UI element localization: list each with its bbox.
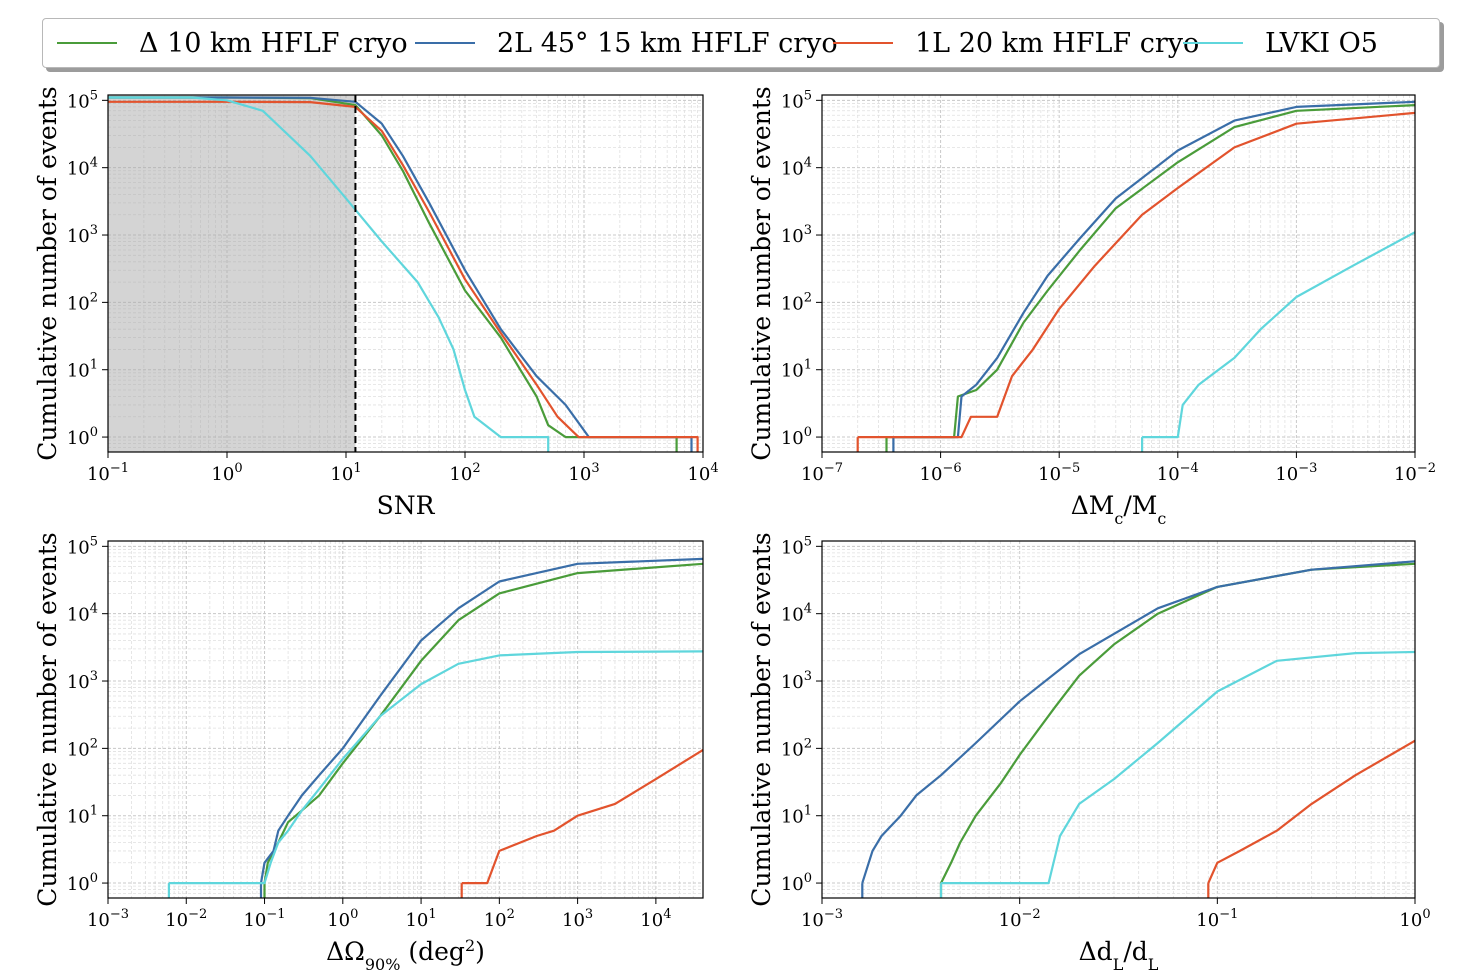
x-tick-label: 101 bbox=[330, 461, 361, 485]
snr-threshold-shading bbox=[108, 95, 356, 452]
x-tick-label: 104 bbox=[687, 461, 718, 485]
x-tick-label: 10−3 bbox=[87, 907, 129, 931]
y-tick-label: 100 bbox=[781, 871, 812, 895]
x-tick-label: 10−6 bbox=[920, 461, 962, 485]
x-tick-label: 103 bbox=[568, 461, 599, 485]
grid bbox=[107, 541, 704, 899]
x-tick-label: 10−1 bbox=[1196, 907, 1238, 931]
y-tick-label: 103 bbox=[781, 669, 812, 693]
y-tick-label: 104 bbox=[67, 602, 98, 626]
series-line-0 bbox=[885, 104, 1415, 452]
y-axis-label: Cumulative number of events bbox=[747, 86, 776, 460]
legend-label: 1L 20 km HFLF cryo bbox=[915, 27, 1200, 59]
legend-entry-3: LVKI O5 bbox=[1183, 19, 1378, 67]
grid bbox=[821, 95, 1416, 453]
y-tick-label: 105 bbox=[67, 88, 98, 112]
chart-panel-bottom-right: 10−3 10−2 10−1 100 100 101 102 103 104 105Cumulat… bbox=[747, 532, 1431, 973]
chart-panel-top-right: 10−7 10−6 10−5 10−4 10−3 10−2 100 101 102 103 104 1… bbox=[747, 86, 1436, 527]
legend-label: LVKI O5 bbox=[1265, 27, 1378, 59]
y-tick-label: 105 bbox=[781, 534, 812, 558]
legend-swatch bbox=[833, 42, 893, 44]
series-line-1 bbox=[861, 560, 1415, 898]
y-tick-label: 104 bbox=[781, 156, 812, 180]
y-tick-label: 105 bbox=[67, 534, 98, 558]
series-line-1 bbox=[892, 100, 1415, 452]
x-tick-label: 10−3 bbox=[801, 907, 843, 931]
series-group bbox=[861, 560, 1415, 898]
series-line-2 bbox=[108, 100, 699, 452]
x-tick-label: 101 bbox=[405, 907, 436, 931]
x-tick-label: 10−4 bbox=[1157, 461, 1199, 485]
legend-label: Δ 10 km HFLF cryo bbox=[139, 27, 408, 59]
y-tick-label: 102 bbox=[67, 290, 98, 314]
series-line-3 bbox=[1141, 231, 1415, 452]
x-tick-label: 100 bbox=[327, 907, 358, 931]
y-tick-label: 101 bbox=[781, 358, 812, 382]
y-tick-label: 104 bbox=[67, 156, 98, 180]
y-tick-label: 100 bbox=[67, 425, 98, 449]
y-tick-label: 104 bbox=[781, 602, 812, 626]
y-axis-label: Cumulative number of events bbox=[33, 532, 62, 906]
y-tick-label: 100 bbox=[781, 425, 812, 449]
x-axis-label: ΔdL/dL bbox=[1079, 937, 1159, 974]
x-axis-label: SNR bbox=[377, 491, 436, 520]
legend-entry-2: 1L 20 km HFLF cryo bbox=[833, 19, 1199, 67]
y-tick-label: 102 bbox=[67, 736, 98, 760]
x-axis-label: ΔMc/Mc bbox=[1071, 491, 1167, 528]
x-tick-label: 10−2 bbox=[999, 907, 1041, 931]
x-tick-label: 10−1 bbox=[87, 461, 129, 485]
y-tick-label: 101 bbox=[781, 804, 812, 828]
series-group bbox=[167, 557, 703, 898]
series-line-3 bbox=[939, 650, 1415, 898]
y-tick-label: 103 bbox=[67, 223, 98, 247]
y-tick-label: 101 bbox=[67, 804, 98, 828]
legend-entry-1: 2L 45° 15 km HFLF cryo bbox=[415, 19, 838, 67]
series-line-2 bbox=[1207, 739, 1415, 898]
plot-frame bbox=[107, 94, 704, 453]
x-tick-label: 10−2 bbox=[165, 907, 207, 931]
series-line-3 bbox=[167, 650, 703, 898]
grid bbox=[821, 541, 1416, 899]
x-tick-label: 10−5 bbox=[1038, 461, 1080, 485]
series-line-2 bbox=[856, 111, 1415, 452]
chart-panel-bottom-left: 10−3 10−2 10−1 100 101 102 103 104 100 101 102 103 1… bbox=[33, 532, 704, 974]
series-group bbox=[108, 96, 699, 452]
y-tick-label: 102 bbox=[781, 290, 812, 314]
plot-frame bbox=[107, 540, 704, 899]
series-line-1 bbox=[108, 96, 693, 452]
x-tick-label: 10−3 bbox=[1275, 461, 1317, 485]
x-tick-label: 10−1 bbox=[243, 907, 285, 931]
chart-legend: Δ 10 km HFLF cryo 2L 45° 15 km HFLF cryo 1… bbox=[42, 18, 1440, 68]
series-line-1 bbox=[259, 557, 703, 898]
x-axis-label: ΔΩ90% (deg2) bbox=[326, 936, 485, 974]
legend-entry-0: Δ 10 km HFLF cryo bbox=[57, 19, 408, 67]
series-group bbox=[856, 100, 1415, 452]
x-tick-label: 102 bbox=[484, 907, 515, 931]
x-tick-label: 10−7 bbox=[801, 461, 843, 485]
x-tick-label: 10−2 bbox=[1394, 461, 1436, 485]
legend-label: 2L 45° 15 km HFLF cryo bbox=[497, 27, 838, 59]
chart-panel-top-left: 10−1 100 101 102 103 104 100 101 102 103 104 105Cum… bbox=[33, 86, 719, 520]
y-tick-label: 100 bbox=[67, 871, 98, 895]
y-tick-label: 102 bbox=[781, 736, 812, 760]
x-tick-label: 103 bbox=[562, 907, 593, 931]
legend-swatch bbox=[57, 42, 117, 44]
series-line-3 bbox=[108, 96, 550, 452]
series-line-2 bbox=[460, 748, 703, 898]
y-tick-label: 103 bbox=[67, 669, 98, 693]
x-tick-label: 104 bbox=[640, 907, 671, 931]
y-axis-label: Cumulative number of events bbox=[33, 86, 62, 460]
legend-swatch bbox=[1183, 42, 1243, 44]
x-tick-label: 100 bbox=[211, 461, 242, 485]
x-tick-label: 102 bbox=[449, 461, 480, 485]
x-tick-label: 100 bbox=[1399, 907, 1430, 931]
legend-swatch bbox=[415, 42, 475, 44]
plot-frame bbox=[821, 94, 1416, 453]
y-tick-label: 103 bbox=[781, 223, 812, 247]
y-tick-label: 101 bbox=[67, 358, 98, 382]
y-axis-label: Cumulative number of events bbox=[747, 532, 776, 906]
y-tick-label: 105 bbox=[781, 88, 812, 112]
plot-frame bbox=[821, 540, 1416, 899]
